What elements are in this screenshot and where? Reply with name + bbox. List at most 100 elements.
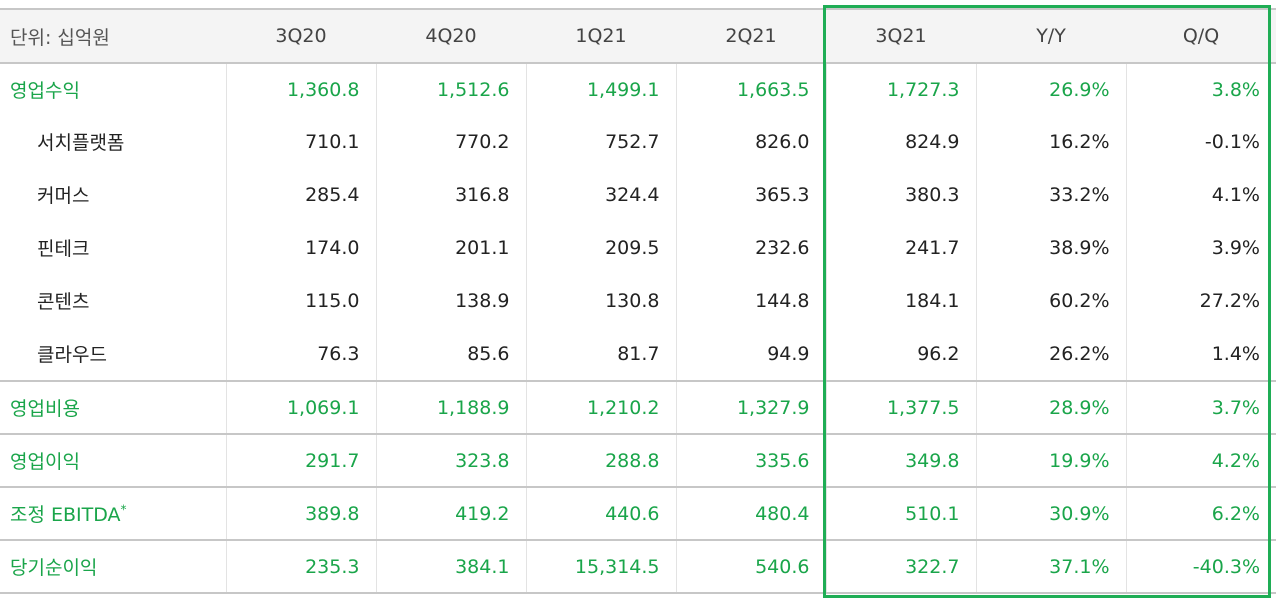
- table-row: 당기순이익 235.3 384.1 15,314.5 540.6 322.7 3…: [0, 540, 1276, 594]
- column-header: Y/Y: [976, 8, 1126, 64]
- row-label: 조정 EBITDA*: [0, 487, 227, 541]
- table-cell: 37.1%: [976, 540, 1127, 594]
- table-cell: 384.1: [376, 540, 527, 594]
- table-cell: 770.2: [376, 115, 527, 168]
- table-cell: 27.2%: [1199, 289, 1260, 312]
- table-cell: 1,069.1: [226, 381, 377, 435]
- table-cell: 4.1%: [1211, 183, 1260, 206]
- row-label: 핀테크: [0, 221, 227, 274]
- table-cell: 335.6: [676, 434, 827, 488]
- table-cell: 1,727.3: [826, 63, 977, 115]
- unit-label: 단위: 십억원: [0, 8, 226, 64]
- table-cell: 389.8: [226, 487, 377, 541]
- table-cell: 349.8: [826, 434, 977, 488]
- table-cell: 26.9%: [976, 63, 1127, 115]
- table-cell: 235.3: [226, 540, 377, 594]
- table-row: 조정 EBITDA* 389.8 419.2 440.6 480.4 510.1…: [0, 487, 1276, 541]
- table-row: 서치플랫폼 710.1 770.2 752.7 826.0 824.9 16.2…: [0, 115, 1276, 168]
- table-cell: 201.1: [376, 221, 527, 274]
- table-row: 영업수익 1,360.8 1,512.6 1,499.1 1,663.5 1,7…: [0, 63, 1276, 115]
- table-cell: 6.2%: [1126, 487, 1276, 541]
- table-cell: 241.7: [826, 221, 977, 274]
- table-cell: 26.2%: [976, 327, 1127, 382]
- table-cell: 510.1: [826, 487, 977, 541]
- table-cell: 440.6: [526, 487, 677, 541]
- table-cell: 115.0: [226, 274, 377, 327]
- table-cell: 174.0: [226, 221, 377, 274]
- table-cell: 316.8: [376, 168, 527, 221]
- table-row: 커머스 285.4 316.8 324.4 365.3 380.3 33.2% …: [0, 168, 1276, 221]
- table-cell: 419.2: [376, 487, 527, 541]
- table-row: 영업비용 1,069.1 1,188.9 1,210.2 1,327.9 1,3…: [0, 381, 1276, 435]
- table-cell: 96.2: [826, 327, 977, 382]
- table-cell: 540.6: [676, 540, 827, 594]
- table-cell: 16.2%: [976, 115, 1127, 168]
- row-label: 영업이익: [0, 434, 227, 488]
- table-cell: 76.3: [226, 327, 377, 382]
- table-cell: 15,314.5: [526, 540, 677, 594]
- table-row: 클라우드 76.3 85.6 81.7 94.9 96.2 26.2% 1.4%: [0, 327, 1276, 382]
- column-header: 1Q21: [526, 8, 676, 64]
- table-row: 영업이익 291.7 323.8 288.8 335.6 349.8 19.9%…: [0, 434, 1276, 488]
- table-cell: 4.2%: [1126, 434, 1276, 488]
- table-cell: 1,210.2: [526, 381, 677, 435]
- table-cell: 81.7: [526, 327, 677, 382]
- row-label: 커머스: [0, 168, 227, 221]
- table-cell: 285.4: [226, 168, 377, 221]
- financial-table: 단위: 십억원 3Q20 4Q20 1Q21 2Q21 3Q21 Y/Y Q/Q…: [0, 8, 1276, 594]
- table-cell: 1,663.5: [676, 63, 827, 115]
- table-cell: 1,499.1: [526, 63, 677, 115]
- table-cell: 365.3: [676, 168, 827, 221]
- table-cell: 3.8%: [1211, 78, 1260, 101]
- row-label: 클라우드: [0, 327, 227, 382]
- table-cell: 85.6: [376, 327, 527, 382]
- table-cell: 19.9%: [976, 434, 1127, 488]
- table-cell: 38.9%: [976, 221, 1127, 274]
- table-cell: 1,188.9: [376, 381, 527, 435]
- table-cell: 752.7: [526, 115, 677, 168]
- table-cell: -0.1%: [1204, 130, 1260, 153]
- row-label-text: 조정 EBITDA: [10, 504, 121, 526]
- table-cell: 3.9%: [1211, 236, 1260, 259]
- table-cell: 28.9%: [976, 381, 1127, 435]
- table-row: 콘텐츠 115.0 138.9 130.8 144.8 184.1 60.2% …: [0, 274, 1276, 327]
- row-label: 영업비용: [0, 381, 227, 435]
- column-header: 3Q20: [226, 8, 376, 64]
- row-label: 당기순이익: [0, 540, 227, 594]
- table-cell: 3.7%: [1126, 381, 1276, 435]
- table-row: 핀테크 174.0 201.1 209.5 232.6 241.7 38.9% …: [0, 221, 1276, 274]
- table-cell: 94.9: [676, 327, 827, 382]
- table-cell: 288.8: [526, 434, 677, 488]
- table-cell: 144.8: [676, 274, 827, 327]
- table-cell: 322.7: [826, 540, 977, 594]
- table-cell: 138.9: [376, 274, 527, 327]
- table-cell: 1.4%: [1126, 327, 1276, 382]
- table-cell: 380.3: [826, 168, 977, 221]
- footnote-mark: *: [120, 502, 127, 517]
- table-cell: 1,377.5: [826, 381, 977, 435]
- table-cell: 824.9: [826, 115, 977, 168]
- table-cell: 184.1: [826, 274, 977, 327]
- table-cell: 130.8: [526, 274, 677, 327]
- table-cell: 232.6: [676, 221, 827, 274]
- table-cell: 1,360.8: [226, 63, 377, 115]
- table-cell: 710.1: [226, 115, 377, 168]
- row-label: 영업수익: [0, 63, 227, 115]
- column-header: 2Q21: [676, 8, 826, 64]
- table-cell: 209.5: [526, 221, 677, 274]
- column-header: 4Q20: [376, 8, 526, 64]
- table-cell: 60.2%: [976, 274, 1127, 327]
- column-header: 3Q21: [826, 8, 976, 64]
- table-cell: 323.8: [376, 434, 527, 488]
- table-cell: -40.3%: [1126, 540, 1276, 594]
- table-cell: 33.2%: [976, 168, 1127, 221]
- row-label: 서치플랫폼: [0, 115, 227, 168]
- table-cell: 480.4: [676, 487, 827, 541]
- table-cell: 1,327.9: [676, 381, 827, 435]
- column-header: Q/Q: [1126, 8, 1276, 64]
- table-cell: 291.7: [226, 434, 377, 488]
- table-cell: 826.0: [676, 115, 827, 168]
- header-row: 단위: 십억원 3Q20 4Q20 1Q21 2Q21 3Q21 Y/Y Q/Q: [0, 8, 1276, 64]
- row-label: 콘텐츠: [0, 274, 227, 327]
- table-cell: 324.4: [526, 168, 677, 221]
